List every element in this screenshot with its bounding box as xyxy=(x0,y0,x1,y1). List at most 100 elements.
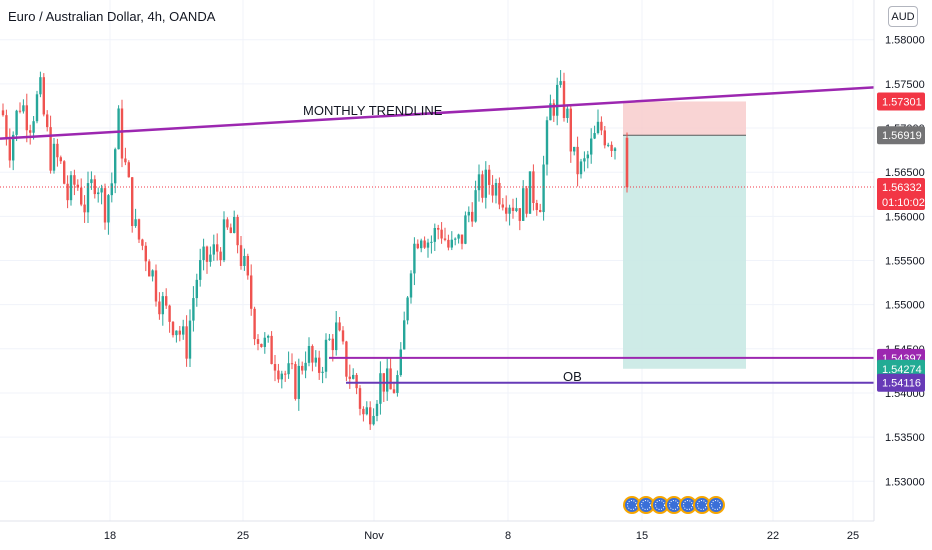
currency-button[interactable]: AUD xyxy=(888,6,918,27)
candle xyxy=(515,197,518,213)
candle xyxy=(379,361,382,415)
candle-body xyxy=(338,322,341,331)
candle xyxy=(151,269,154,282)
candle-body xyxy=(100,188,103,193)
event-marker-icon[interactable] xyxy=(623,496,641,514)
candle xyxy=(498,177,501,210)
price-label-box xyxy=(877,178,925,211)
candle xyxy=(352,368,355,380)
candle-body xyxy=(528,171,532,214)
candle xyxy=(148,259,151,277)
candle xyxy=(134,208,137,228)
candle-body xyxy=(110,183,113,196)
candle-body xyxy=(375,403,379,416)
candle-body xyxy=(389,368,392,390)
candle xyxy=(199,248,202,287)
candle-body xyxy=(352,374,355,379)
candle xyxy=(457,233,460,244)
candle xyxy=(22,99,25,114)
monthly-trendline xyxy=(0,86,875,140)
candle-body xyxy=(137,219,141,240)
candle xyxy=(345,340,348,382)
candle xyxy=(212,234,215,261)
candle-body xyxy=(233,216,236,233)
candle-body xyxy=(239,245,243,266)
candle-body xyxy=(35,94,39,122)
candle xyxy=(35,90,39,124)
candle xyxy=(287,351,290,379)
candle-body xyxy=(216,244,219,252)
candle xyxy=(590,128,593,164)
candle-body xyxy=(610,144,613,151)
candle-body xyxy=(423,240,426,248)
candle xyxy=(494,178,498,204)
candle xyxy=(42,73,45,117)
candle-body xyxy=(318,357,321,373)
candle-body xyxy=(413,243,416,274)
candle xyxy=(103,183,107,230)
candle xyxy=(137,218,141,243)
candle xyxy=(107,194,110,235)
candle-body xyxy=(185,326,188,359)
candle-body xyxy=(8,139,11,161)
candle xyxy=(607,142,610,148)
candle xyxy=(100,184,103,205)
candle-body xyxy=(97,192,100,195)
candle xyxy=(386,357,389,401)
candle-body xyxy=(212,244,215,255)
candle xyxy=(335,311,338,356)
event-marker-icon[interactable] xyxy=(679,496,697,514)
candle-body xyxy=(573,146,576,152)
candle-body xyxy=(454,238,457,240)
candle xyxy=(464,211,467,245)
candle xyxy=(437,224,440,240)
candle-body xyxy=(341,330,345,342)
event-marker-icon[interactable] xyxy=(637,496,655,514)
candle-body xyxy=(141,239,144,246)
event-marker-icon[interactable] xyxy=(651,496,669,514)
candle-body xyxy=(362,408,365,415)
candle-body xyxy=(511,207,515,211)
candle xyxy=(600,116,603,136)
candle-body xyxy=(556,84,559,116)
event-marker-stars xyxy=(697,500,707,510)
candle-body xyxy=(263,337,266,347)
candle-body xyxy=(443,238,447,240)
candle-body xyxy=(508,207,511,214)
candle xyxy=(256,334,260,351)
candle-body xyxy=(114,149,117,184)
candle-body xyxy=(219,251,222,261)
time-tick-label: 8 xyxy=(505,530,511,542)
candle xyxy=(399,342,402,377)
candle-body xyxy=(603,130,606,146)
candle-body xyxy=(613,148,617,151)
candle xyxy=(314,350,317,367)
candle xyxy=(471,202,474,227)
candle xyxy=(440,222,443,244)
event-marker-icon[interactable] xyxy=(693,496,711,514)
event-marker-icon[interactable] xyxy=(665,496,683,514)
candle xyxy=(511,198,515,219)
candle xyxy=(222,211,226,263)
candle xyxy=(226,217,229,230)
candle-body xyxy=(576,146,579,175)
candle xyxy=(25,93,28,143)
candle-body xyxy=(545,120,549,165)
event-marker-icon[interactable] xyxy=(707,496,725,514)
candle-body xyxy=(579,161,583,175)
event-marker-stars xyxy=(627,500,637,510)
candle xyxy=(301,361,304,375)
candle xyxy=(185,315,188,367)
candle xyxy=(243,248,246,271)
candle-body xyxy=(12,134,15,161)
candle-body xyxy=(144,245,147,262)
candle-body xyxy=(583,158,586,162)
candle-body xyxy=(515,208,518,211)
candle-body xyxy=(311,345,314,363)
candle xyxy=(195,273,198,307)
candle xyxy=(450,231,453,251)
candle xyxy=(328,333,331,341)
candle-body xyxy=(596,121,600,134)
candle-body xyxy=(392,389,396,393)
